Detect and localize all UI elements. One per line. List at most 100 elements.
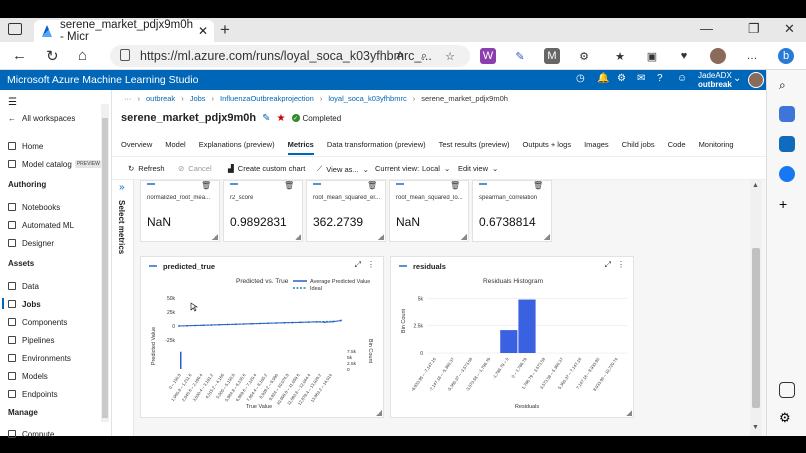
bing-icon[interactable]: b [778,48,794,64]
gear-icon[interactable]: ⚙ [779,410,791,425]
create-custom-chart-button[interactable]: ▟ Create custom chart [228,164,305,173]
refresh-icon[interactable]: ↻ [46,48,59,65]
chevron-down-icon[interactable]: ⌄ [733,73,742,84]
close-window-icon[interactable]: ✕ [784,21,795,36]
tab-outputs-logs[interactable]: Outputs + logs [522,140,572,149]
add-icon[interactable]: + [779,196,788,212]
pen-extension-icon[interactable]: ✎ [515,50,525,63]
delete-icon[interactable]: 🗑 [284,181,295,190]
nav-jobs[interactable]: Jobs [8,298,41,310]
breadcrumb-item[interactable]: outbreak [146,94,176,103]
resize-handle[interactable] [378,234,384,240]
edit-icon[interactable]: ✎ [262,112,271,124]
browser-tab[interactable]: serene_market_pdjx9m0h - Micr ✕ [34,19,214,43]
resize-handle[interactable] [544,234,550,240]
settings-icon[interactable]: ⚙ [617,73,626,84]
nav-pipelines[interactable]: Pipelines [8,334,54,346]
tab-model[interactable]: Model [165,140,186,149]
new-tab-icon[interactable]: + [220,20,230,39]
nav-models[interactable]: Models [8,370,48,382]
delete-icon[interactable]: 🗑 [367,181,378,190]
nav-model-catalog[interactable]: Model catalog PREVIEW [8,158,102,170]
more-options-icon[interactable]: ⋮ [367,260,375,269]
back-icon[interactable]: ← [12,47,27,64]
tab-test-results-preview[interactable]: Test results (preview) [438,140,510,149]
nav-home[interactable]: Home [8,140,43,152]
resize-handle[interactable] [295,234,301,240]
nav-data[interactable]: Data [8,280,39,292]
breadcrumb-item[interactable]: Jobs [189,94,206,103]
tab-data-transformation-preview[interactable]: Data transformation (preview) [326,140,426,149]
expand-icon[interactable]: ⤢ [604,260,611,269]
nav-environments[interactable]: Environments [8,352,71,364]
tab-code[interactable]: Code [667,140,686,149]
search-icon[interactable]: ⌕ [779,78,786,92]
view-as-button[interactable]: ⟋ View as... ⌄ [317,164,369,174]
home-icon[interactable]: ⌂ [78,47,88,64]
breadcrumb-item[interactable]: InfluenzaOutbreakprojection [220,94,314,103]
favorites-icon[interactable]: ★ [615,50,625,63]
nav-components[interactable]: Components [8,316,67,328]
breadcrumb-item[interactable]: loyal_soca_k03yfhbmrc [328,94,407,103]
resize-handle[interactable] [212,234,218,240]
content-scrollbar[interactable]: ▲ ▼ [750,180,762,436]
close-tab-icon[interactable]: ✕ [197,24,208,38]
restore-icon[interactable]: ❐ [748,21,760,36]
tab-overview[interactable]: Overview [121,140,153,149]
tab-images[interactable]: Images [584,140,609,149]
favorite-star-icon[interactable]: ★ [276,112,286,124]
profile-avatar[interactable] [710,48,726,64]
nav-endpoints[interactable]: Endpoints [8,388,58,400]
more-options-icon[interactable]: ⋮ [617,260,625,269]
tab-metrics[interactable]: Metrics [287,140,314,155]
refresh-button[interactable]: ↻ Refresh [128,164,165,173]
nav-notebooks[interactable]: Notebooks [8,201,60,213]
expand-chevron-icon[interactable]: » [119,182,125,193]
feedback-icon[interactable]: ✉ [637,73,646,84]
cancel-button[interactable]: ⊘ Cancel [178,164,212,173]
resize-handle[interactable] [626,410,632,416]
zoom-icon[interactable]: ⌕ [420,49,428,62]
copilot-icon[interactable] [779,106,795,122]
nav-designer[interactable]: Designer [8,237,54,249]
bell-icon[interactable]: 🔔 [597,73,610,84]
outlook-icon[interactable] [779,136,795,152]
nav-compute[interactable]: Compute [8,428,54,440]
help-icon[interactable]: ? [657,73,663,84]
tab-child-jobs[interactable]: Child jobs [621,140,655,149]
smiley-icon[interactable]: ☺ [677,73,688,84]
read-aloud-icon[interactable]: A [396,50,404,62]
delete-icon[interactable]: 🗑 [450,181,461,190]
collections-icon[interactable]: ▣ [646,50,658,63]
tab-actions-icon[interactable] [8,23,22,35]
facebook-icon[interactable] [779,166,795,182]
nav-scrollbar[interactable] [101,104,109,422]
scroll-down-icon[interactable]: ▼ [752,424,759,431]
url-field[interactable]: https://ml.azure.com/runs/loyal_soca_k03… [110,45,470,67]
sidebar-toggle-icon[interactable] [779,382,795,398]
expand-icon[interactable]: ⤢ [354,260,361,269]
content-scroll-thumb[interactable] [752,248,760,408]
hamburger-icon[interactable]: ☰ [8,96,17,108]
scroll-up-icon[interactable]: ▲ [752,182,759,189]
delete-icon[interactable]: 🗑 [533,181,544,190]
nav-scroll-thumb[interactable] [102,118,108,418]
select-metrics-panel[interactable]: » Select metrics [112,180,134,436]
edit-view-button[interactable]: Edit view ⌄ [458,164,498,173]
extension-icon[interactable]: W [480,48,496,64]
tab-explanations-preview[interactable]: Explanations (preview) [198,140,275,149]
resize-handle[interactable] [461,234,467,240]
delete-icon[interactable]: 🗑 [201,181,212,190]
more-icon[interactable]: … [746,50,758,62]
minimize-icon[interactable]: — [700,21,713,36]
tab-monitoring[interactable]: Monitoring [698,140,734,149]
clock-icon[interactable]: ◷ [576,73,585,84]
extensions-icon[interactable]: ⚙ [579,50,589,63]
m-extension-icon[interactable]: M [544,48,560,64]
health-icon[interactable]: ♥ [680,50,688,62]
favorite-icon[interactable]: ☆ [445,50,455,63]
user-info[interactable]: JadeADX outbreak [698,71,732,89]
user-avatar[interactable] [748,72,764,88]
breadcrumb-more-icon[interactable]: ··· [124,94,132,103]
all-workspaces-link[interactable]: ← All workspaces [8,112,75,124]
